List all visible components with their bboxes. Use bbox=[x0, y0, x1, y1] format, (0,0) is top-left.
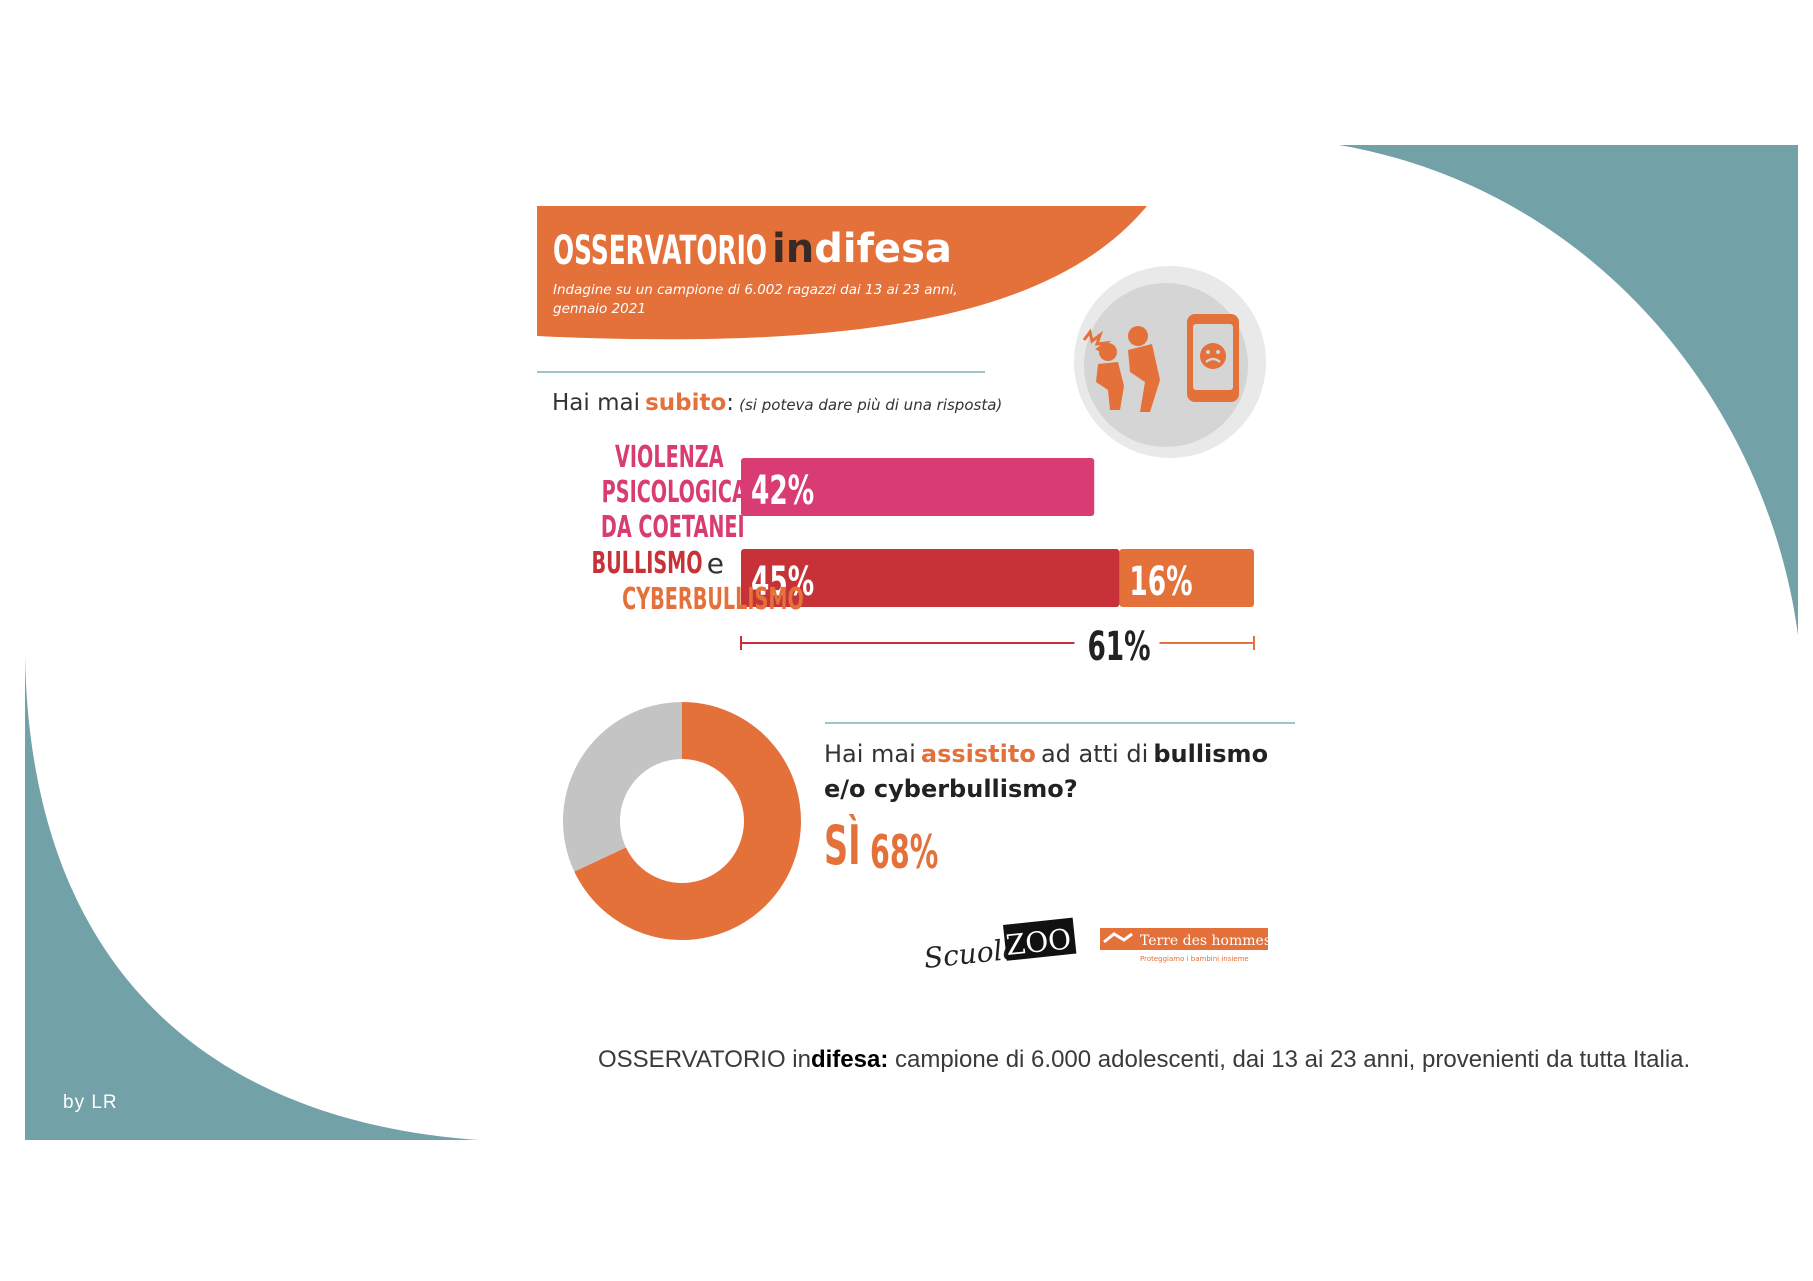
bar-chart: 42% 45% 16% 61% bbox=[740, 458, 1255, 669]
q1-colon: : bbox=[726, 390, 735, 416]
q2-answer: SÌ bbox=[824, 814, 883, 877]
header-title: OSSERVATORIO bbox=[553, 228, 898, 274]
category-violenza: VIOLENZA PSICOLOGICA DA COETANEI bbox=[520, 440, 747, 547]
caption-part-1: OSSERVATORIO in bbox=[598, 1046, 811, 1073]
category-violenza-line-2: PSICOLOGICA bbox=[601, 475, 747, 510]
svg-text:ZOO: ZOO bbox=[1004, 922, 1072, 962]
donut-slice-0 bbox=[574, 702, 801, 940]
caption: OSSERVATORIO indifesa: campione di 6.000… bbox=[598, 1046, 1690, 1074]
brand-in: in bbox=[772, 226, 815, 272]
category-bullismo-line-2: CYBERBULLISMO bbox=[622, 582, 804, 617]
caption-part-2: difesa: bbox=[810, 1046, 889, 1073]
bar-segment-0-0 bbox=[741, 458, 1095, 516]
category-violenza-line-1: VIOLENZA bbox=[615, 440, 724, 475]
category-bullismo: BULLISMO e CYBERBULLISMO bbox=[520, 546, 804, 620]
subtitle-line-2: gennaio 2021 bbox=[553, 301, 646, 317]
q1-keyword: subito bbox=[645, 390, 727, 416]
bullying-icon bbox=[1074, 266, 1266, 458]
terre-des-hommes-logo: Terre des hommes Proteggiamo i bambini i… bbox=[1100, 928, 1271, 963]
bar-label-0-0: 42% bbox=[751, 467, 814, 513]
bar-label-1-1: 16% bbox=[1129, 558, 1192, 604]
question-1: Hai mai subito: (si poteva dare più di u… bbox=[552, 390, 1002, 416]
bottom-left-teal-shape bbox=[25, 655, 478, 1140]
q2-answer-value: 68% bbox=[870, 825, 939, 879]
q2-line-2: e/o cyberbullismo? bbox=[824, 775, 1078, 803]
bar-label-1-0: 45% bbox=[751, 558, 814, 604]
donut-slice-1 bbox=[562, 702, 682, 872]
q2-prefix: Hai mai bbox=[824, 740, 916, 768]
total-label: 61% bbox=[1087, 623, 1150, 669]
category-violenza-line-3: DA COETANEI bbox=[600, 510, 745, 545]
q2-middle: ad atti di bbox=[1040, 740, 1149, 768]
top-right-teal-shape bbox=[1339, 145, 1798, 635]
q2-answer-value-wrap: 68% bbox=[870, 825, 980, 879]
category-joiner: e bbox=[706, 547, 724, 580]
svg-text:Terre des hommes: Terre des hommes bbox=[1140, 933, 1271, 949]
header-banner bbox=[537, 206, 1147, 340]
svg-text:Proteggiamo i bambini insieme: Proteggiamo i bambini insieme bbox=[1140, 955, 1249, 963]
category-bullismo-line-1: BULLISMO bbox=[591, 546, 703, 581]
caption-part-3: campione di 6.000 adolescenti, dai 13 ai… bbox=[888, 1046, 1691, 1073]
bar-segment-1-1 bbox=[1119, 549, 1254, 607]
header-brand: indifesa bbox=[772, 226, 952, 272]
title-osservatorio: OSSERVATORIO bbox=[553, 228, 767, 274]
scuolazoo-logo: Scuola ZOO bbox=[922, 917, 1077, 975]
byline: by LR bbox=[63, 1092, 118, 1113]
donut-chart bbox=[562, 702, 801, 940]
q2-keyword2: bullismo bbox=[1153, 740, 1269, 768]
q2-keyword: assistito bbox=[920, 740, 1036, 768]
subtitle-line-1: Indagine su un campione di 6.002 ragazzi… bbox=[553, 282, 958, 298]
bar-segment-1-0 bbox=[741, 549, 1120, 607]
brand-difesa: difesa bbox=[814, 226, 952, 272]
q1-note: (si poteva dare più di una risposta) bbox=[739, 396, 1003, 414]
header-subtitle: Indagine su un campione di 6.002 ragazzi… bbox=[553, 281, 958, 319]
q2-answer-label: SÌ bbox=[824, 814, 861, 877]
question-2: Hai mai assistito ad atti di bullismo e/… bbox=[824, 738, 1268, 808]
q1-prefix: Hai mai bbox=[552, 390, 640, 416]
